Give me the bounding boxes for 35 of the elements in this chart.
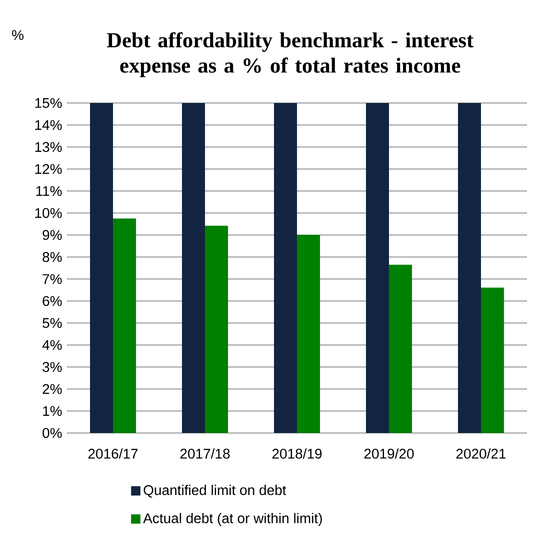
y-tick-label: 6% bbox=[42, 296, 62, 306]
bar bbox=[296, 235, 320, 433]
x-tick-label: 2020/21 bbox=[456, 448, 506, 459]
y-tick-label: 8% bbox=[42, 252, 62, 262]
y-tick-label: 14% bbox=[35, 120, 62, 130]
bar bbox=[366, 103, 389, 433]
y-tick-label: 1% bbox=[43, 406, 62, 416]
bar bbox=[182, 103, 205, 433]
bar bbox=[90, 103, 113, 433]
y-tick-label: 3% bbox=[42, 362, 62, 372]
y-tick-label: 11% bbox=[36, 186, 62, 196]
x-tick-label: 2017/18 bbox=[180, 448, 230, 459]
bar bbox=[274, 103, 297, 433]
bar bbox=[204, 226, 228, 433]
y-tick-label: 7% bbox=[42, 274, 62, 284]
y-tick-label: 2% bbox=[42, 384, 62, 394]
y-tick-label: 0% bbox=[42, 428, 62, 438]
y-tick-label: 10% bbox=[35, 208, 62, 218]
y-tick-label: 5% bbox=[42, 318, 62, 328]
legend-label: Actual debt (at or within limit) bbox=[143, 512, 322, 526]
bar bbox=[112, 218, 136, 433]
y-tick-label: 15% bbox=[35, 98, 62, 108]
bar bbox=[480, 288, 504, 433]
x-tick-label: 2016/17 bbox=[88, 448, 138, 459]
y-tick-label: 12% bbox=[35, 164, 62, 174]
bar bbox=[458, 103, 481, 433]
x-tick-label: 2018/19 bbox=[272, 448, 322, 459]
x-tick-label: 2019/20 bbox=[364, 448, 414, 459]
chart-title: Debt affordability benchmark - interest expense as a % of total rates income bbox=[106, 32, 474, 78]
y-axis-title: % bbox=[12, 30, 24, 40]
y-tick-label: 13% bbox=[35, 142, 62, 152]
bar bbox=[388, 264, 412, 433]
legend-label: Quantified limit on debt bbox=[144, 484, 286, 498]
y-tick-label: 9% bbox=[42, 230, 62, 240]
y-tick-label: 4% bbox=[42, 340, 62, 350]
